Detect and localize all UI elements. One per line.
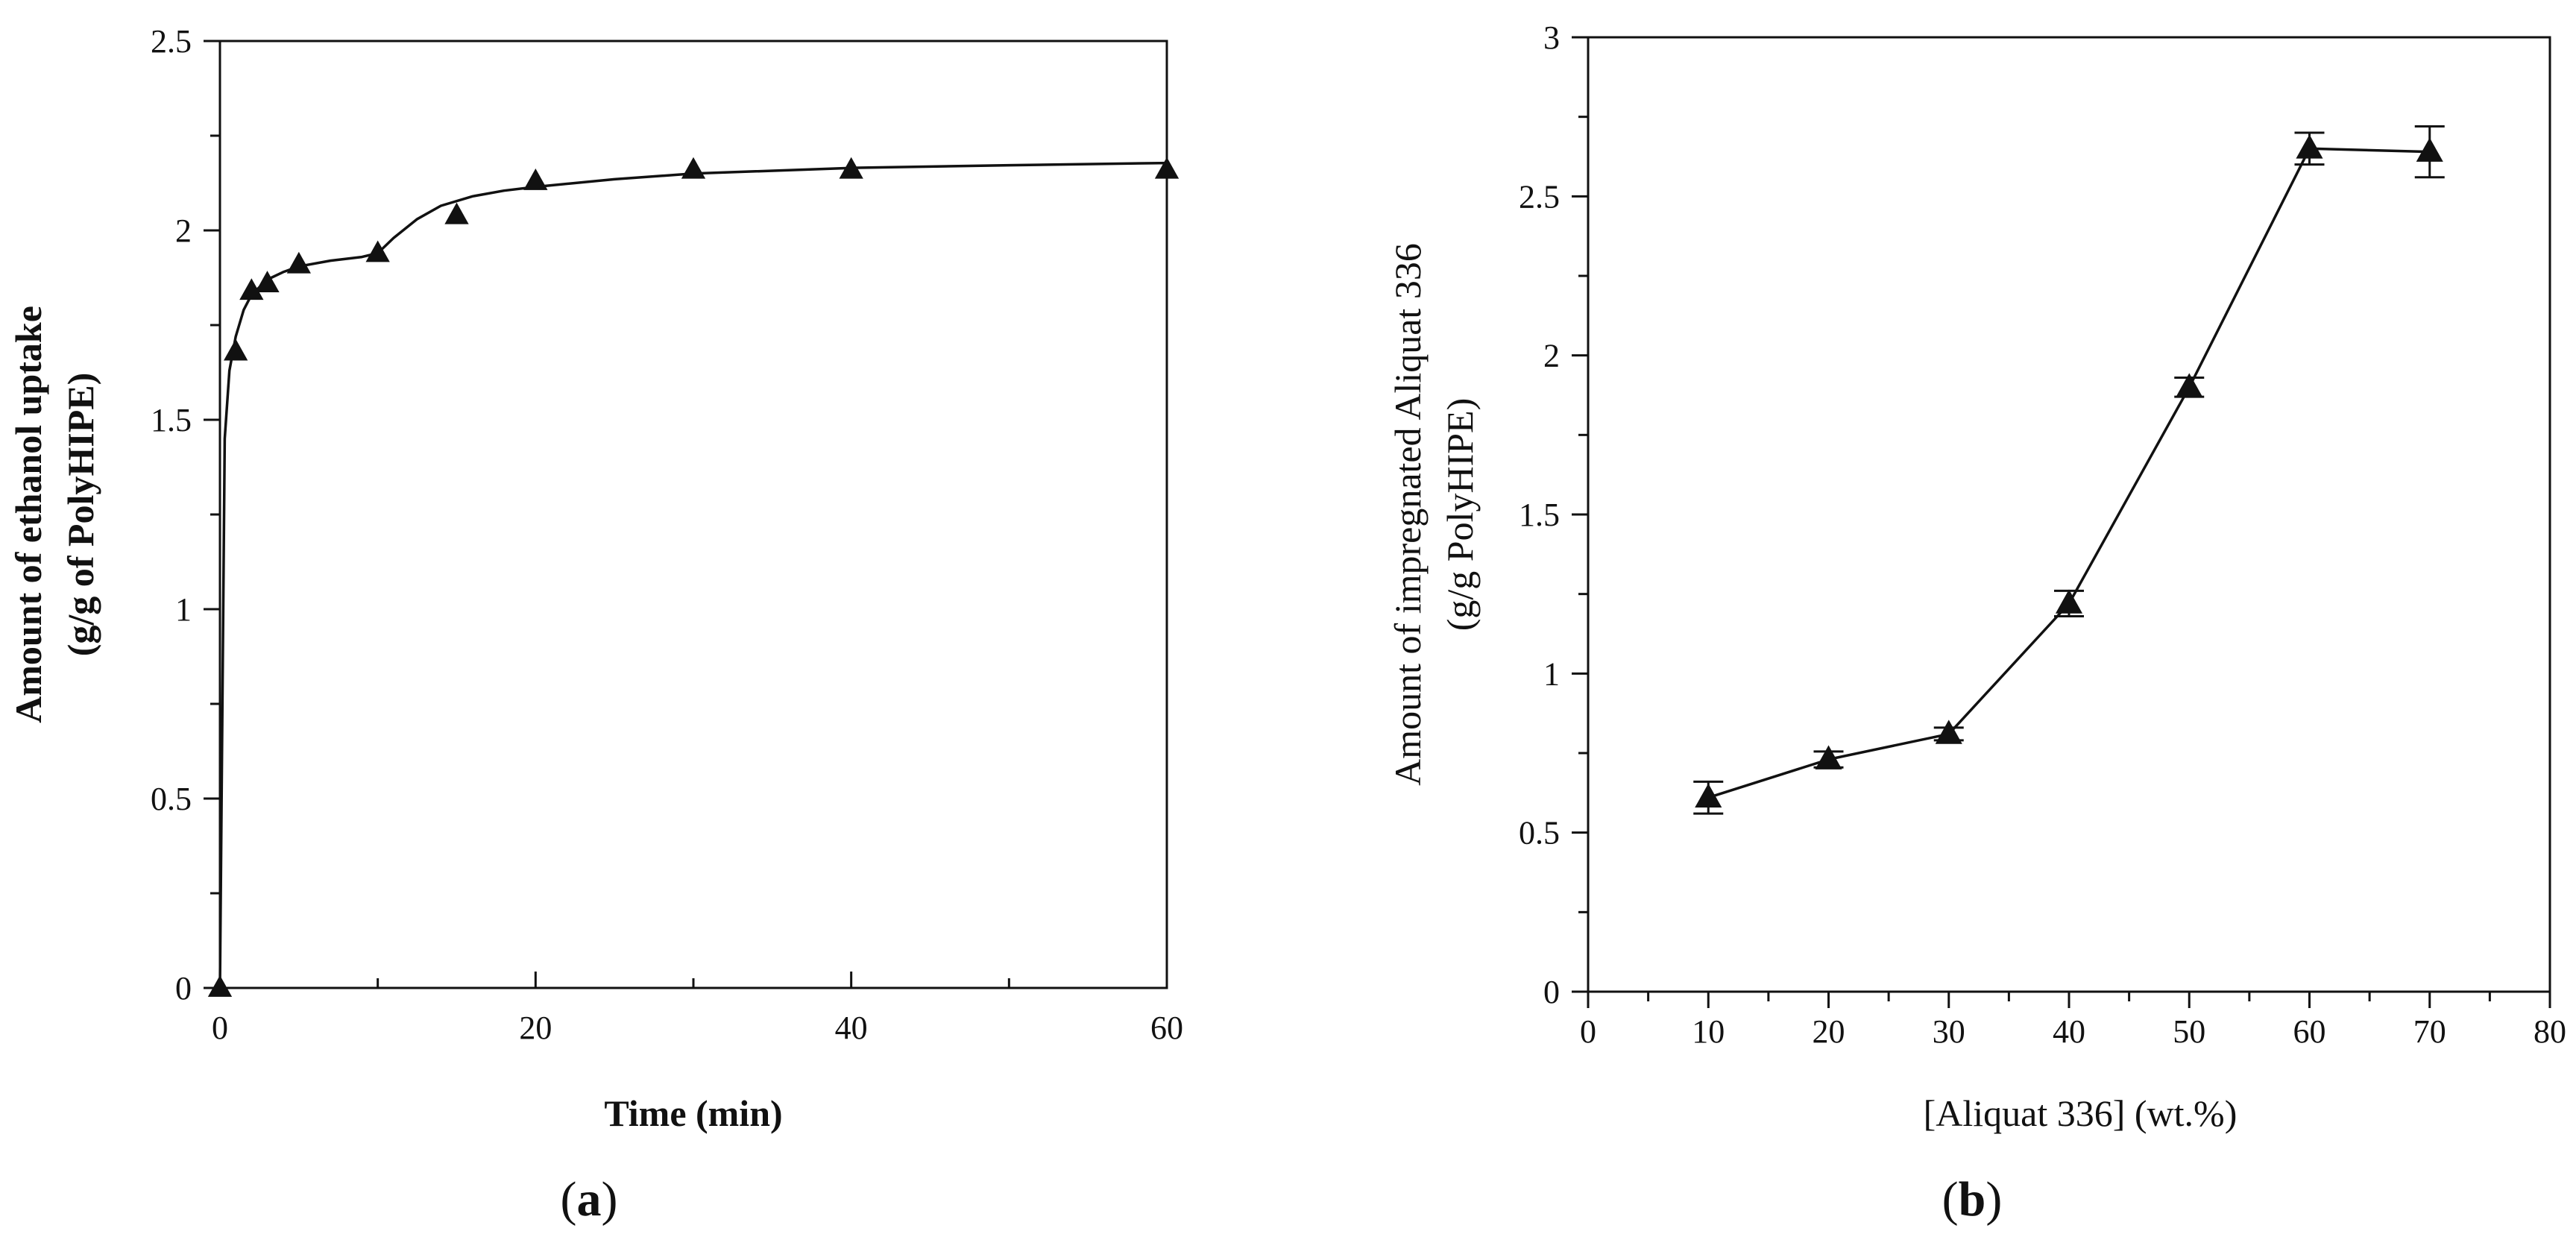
panel-b-y-axis-title-line1: Amount of impregnated Aliquat 336 xyxy=(1387,243,1429,786)
data-point-triangle xyxy=(207,975,233,997)
panel-b-letter: b xyxy=(1959,1172,1986,1227)
y-tick-label: 0.5 xyxy=(1519,815,1560,851)
panel-b-y-axis-title-line2: (g/g PolyHIPE) xyxy=(1439,398,1481,632)
data-point-triangle xyxy=(1815,745,1842,769)
y-tick-label: 0.5 xyxy=(151,781,192,817)
x-tick-label: 80 xyxy=(2534,1013,2566,1050)
panel-a-y-axis-title-line1: Amount of ethanol uptake xyxy=(7,306,49,723)
panel-b-x-axis-title: [Aliquat 336] (wt.%) xyxy=(1924,1092,2238,1134)
panel-a-chart: 0 20 40 60 0 0.5 1 1.5 2 2.5 Time (min) Amount of… xyxy=(7,23,1183,1227)
data-point-triangle xyxy=(444,202,469,224)
data-point-triangle xyxy=(1695,783,1722,808)
data-point-triangle xyxy=(839,157,863,179)
y-tick-label: 0 xyxy=(1543,974,1560,1010)
data-point-triangle xyxy=(286,251,311,274)
panel-b-label: (b) xyxy=(1942,1172,2003,1227)
y-tick-label: 1.5 xyxy=(1519,497,1560,533)
panel-a-letter: a xyxy=(577,1172,602,1227)
data-point-triangle xyxy=(523,168,548,190)
data-point-triangle xyxy=(224,339,248,361)
panel-b-data-points xyxy=(1695,134,2443,808)
data-point-triangle xyxy=(681,157,706,179)
data-point-triangle xyxy=(1935,720,1962,744)
x-tick-label: 60 xyxy=(2293,1013,2326,1050)
data-point-triangle xyxy=(2416,137,2443,162)
x-tick-label: 0 xyxy=(1580,1013,1596,1050)
x-tick-label: 40 xyxy=(835,1010,868,1046)
data-point-triangle xyxy=(2055,589,2083,614)
data-point-triangle xyxy=(365,240,390,262)
x-tick-label: 10 xyxy=(1692,1013,1725,1050)
panel-a-ticks: 0 20 40 60 0 0.5 1 1.5 2 2.5 xyxy=(151,23,1183,1046)
panel-a-data-points xyxy=(207,157,1180,997)
data-point-triangle xyxy=(239,278,264,300)
x-tick-label: 70 xyxy=(2413,1013,2446,1050)
x-tick-label: 0 xyxy=(212,1010,228,1046)
y-tick-label: 1 xyxy=(175,591,192,628)
y-tick-label: 2.5 xyxy=(151,23,192,60)
data-point-triangle xyxy=(2296,134,2323,159)
panel-a-y-axis-title-line2: (g/g of PolyHIPE) xyxy=(60,373,101,657)
y-tick-label: 3 xyxy=(1543,19,1560,56)
x-tick-label: 30 xyxy=(1933,1013,1965,1050)
y-tick-label: 0 xyxy=(175,970,192,1007)
data-point-triangle xyxy=(2176,373,2203,397)
y-tick-label: 2 xyxy=(1543,338,1560,374)
panel-a-x-axis-title: Time (min) xyxy=(604,1092,782,1134)
x-tick-label: 50 xyxy=(2173,1013,2205,1050)
y-tick-label: 2 xyxy=(175,213,192,249)
x-tick-label: 60 xyxy=(1150,1010,1183,1046)
x-tick-label: 20 xyxy=(519,1010,552,1046)
data-point-triangle xyxy=(255,271,280,293)
panel-b-ticks: 0 10 20 30 40 50 60 70 80 0 0.5 1 1.5 2 2.5 3 xyxy=(1519,19,2566,1050)
x-tick-label: 20 xyxy=(1813,1013,1845,1050)
panel-b-chart: 0 10 20 30 40 50 60 70 80 0 0.5 1 1.5 2 2.5 3 [Aliquat … xyxy=(1387,19,2566,1227)
y-tick-label: 1 xyxy=(1543,655,1560,692)
y-tick-label: 2.5 xyxy=(1519,178,1560,215)
panel-a-label: (a) xyxy=(561,1172,618,1227)
x-tick-label: 40 xyxy=(2053,1013,2085,1050)
y-tick-label: 1.5 xyxy=(151,402,192,438)
data-point-triangle xyxy=(1154,157,1180,179)
